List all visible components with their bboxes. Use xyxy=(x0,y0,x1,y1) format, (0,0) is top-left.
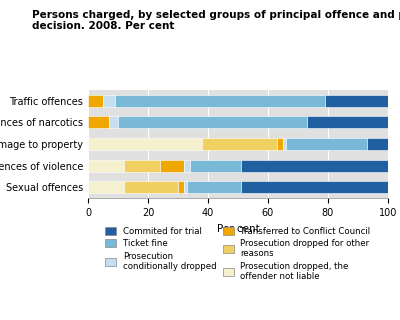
Bar xyxy=(307,116,388,128)
Bar xyxy=(88,94,103,107)
Bar xyxy=(190,160,241,172)
Bar xyxy=(160,160,184,172)
Bar xyxy=(115,94,325,107)
Bar xyxy=(88,138,202,150)
Bar xyxy=(277,138,283,150)
Bar xyxy=(241,160,388,172)
Bar xyxy=(184,181,187,194)
Bar xyxy=(118,116,307,128)
Legend: Commited for trial, Ticket fine, Prosecution
conditionally dropped, Transferred : Commited for trial, Ticket fine, Prosecu… xyxy=(106,227,370,281)
Text: Persons charged, by selected groups of principal offence and police
decision. 20: Persons charged, by selected groups of p… xyxy=(32,10,400,31)
Bar xyxy=(88,116,109,128)
Bar xyxy=(241,181,388,194)
Bar xyxy=(325,94,388,107)
Bar xyxy=(286,138,367,150)
Bar xyxy=(178,181,184,194)
Bar xyxy=(124,181,178,194)
Bar xyxy=(109,116,118,128)
Bar xyxy=(202,138,277,150)
Bar xyxy=(283,138,286,150)
Bar xyxy=(367,138,388,150)
Bar xyxy=(103,94,115,107)
Bar xyxy=(184,160,190,172)
Bar xyxy=(88,181,124,194)
Bar xyxy=(187,181,241,194)
X-axis label: Per cent: Per cent xyxy=(217,224,259,234)
Bar xyxy=(124,160,160,172)
Bar xyxy=(88,160,124,172)
